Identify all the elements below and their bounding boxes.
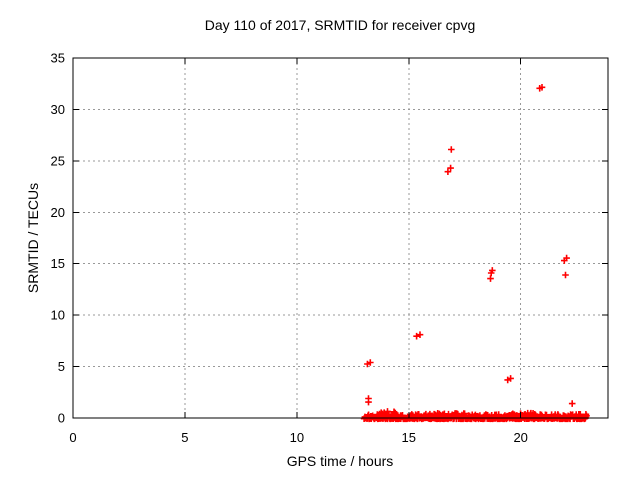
y-axis-label: SRMTID / TECUs	[25, 183, 41, 293]
x-tick-label: 0	[69, 430, 76, 445]
data-point-markers	[360, 84, 590, 423]
x-tick-label: 20	[513, 430, 527, 445]
x-tick-label: 10	[290, 430, 304, 445]
y-tick-label: 35	[51, 51, 65, 66]
data-points	[360, 84, 590, 423]
y-tick-label: 30	[51, 102, 65, 117]
y-tick-label: 25	[51, 153, 65, 168]
tick-labels: 0 5 10 15 20 0 5 10 15 20 25 30 35	[51, 51, 528, 446]
x-axis-label: GPS time / hours	[287, 453, 394, 469]
plot-frame	[72, 57, 609, 419]
x-tick-label: 15	[402, 430, 416, 445]
plot-border	[72, 57, 609, 419]
x-tick-label: 5	[181, 430, 188, 445]
y-tick-label: 10	[51, 308, 65, 323]
chart-title: Day 110 of 2017, SRMTID for receiver cpv…	[205, 17, 476, 33]
y-tick-label: 15	[51, 256, 65, 271]
gridlines	[73, 58, 608, 418]
y-tick-label: 0	[58, 411, 65, 426]
y-tick-label: 20	[51, 205, 65, 220]
y-tick-label: 5	[58, 359, 65, 374]
